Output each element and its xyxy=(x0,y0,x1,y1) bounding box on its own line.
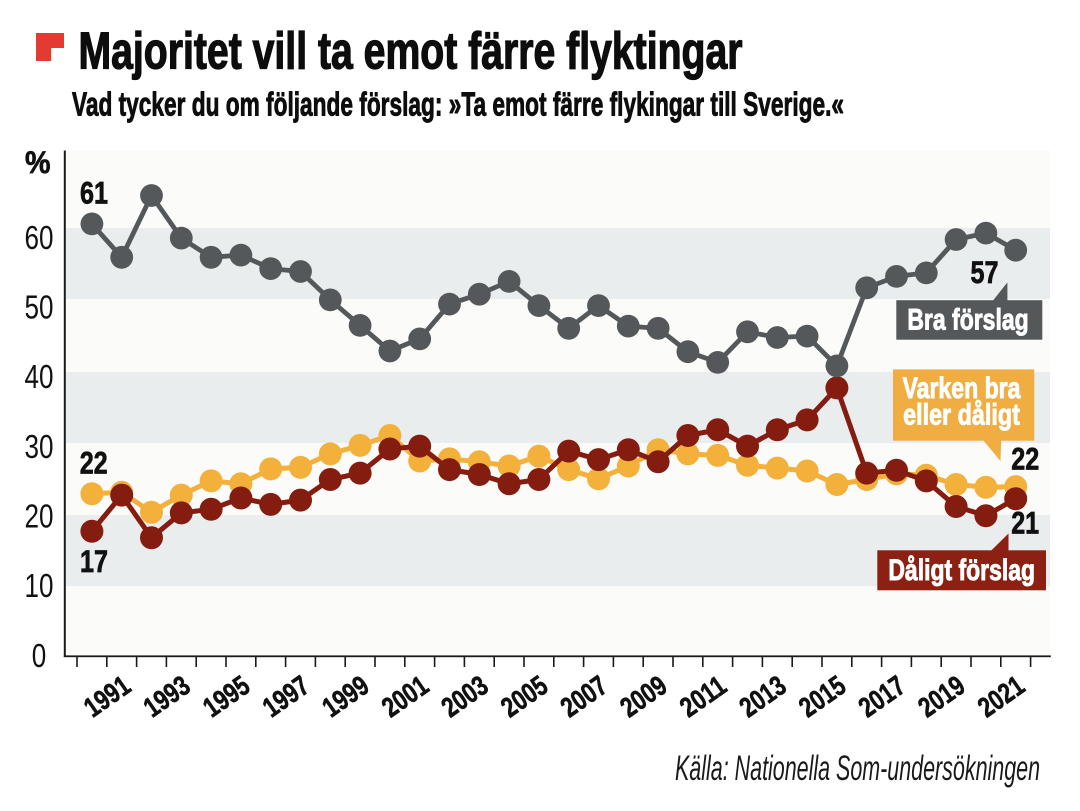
svg-text:Dåligt förslag: Dåligt förslag xyxy=(888,554,1035,587)
svg-text:Vad tycker du om följande förs: Vad tycker du om följande förslag: »Ta e… xyxy=(72,87,844,124)
svg-text:50: 50 xyxy=(25,289,54,326)
svg-text:40: 40 xyxy=(25,358,54,395)
svg-text:Bra förslag: Bra förslag xyxy=(907,303,1028,336)
svg-text:0: 0 xyxy=(32,637,47,674)
svg-text:30: 30 xyxy=(25,428,54,465)
svg-text:Varken bra: Varken bra xyxy=(903,372,1021,405)
svg-text:22: 22 xyxy=(1011,441,1039,477)
svg-text:17: 17 xyxy=(80,543,108,579)
svg-text:eller dåligt: eller dåligt xyxy=(903,399,1020,432)
svg-text:20: 20 xyxy=(25,498,54,535)
svg-text:57: 57 xyxy=(971,254,999,290)
svg-text:Majoritet vill ta emot färre f: Majoritet vill ta emot färre flyktingar xyxy=(79,23,743,81)
svg-text:10: 10 xyxy=(25,567,54,604)
svg-text:60: 60 xyxy=(25,219,54,256)
svg-text:Källa: Nationella Som-undersök: Källa: Nationella Som-undersökningen xyxy=(675,749,1040,788)
svg-text:%: % xyxy=(25,144,51,180)
svg-text:21: 21 xyxy=(1011,504,1039,540)
svg-text:22: 22 xyxy=(80,445,108,481)
svg-text:61: 61 xyxy=(80,175,108,211)
